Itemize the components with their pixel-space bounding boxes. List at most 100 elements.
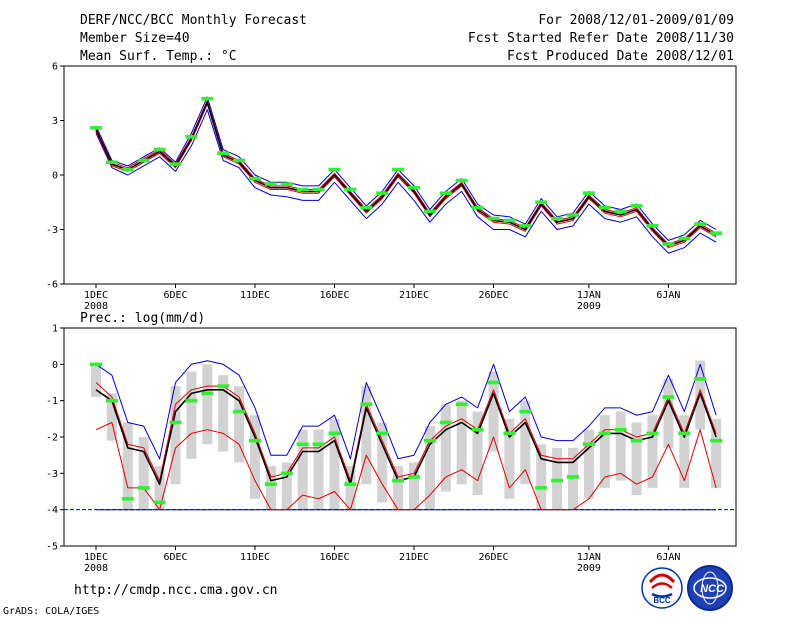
observation-marker: [360, 402, 373, 407]
x-tick-label: 6DEC: [163, 290, 187, 301]
observation-marker: [455, 402, 468, 407]
observation-marker: [153, 147, 166, 152]
observation-marker: [614, 427, 627, 432]
series-line-lower-red: [95, 103, 717, 249]
observation-marker: [376, 191, 389, 195]
x-tick-label: 26DEC: [478, 290, 508, 301]
temperature-variable-label: Mean Surf. Temp.: °C: [80, 49, 237, 64]
ensemble-range-bar: [647, 415, 658, 488]
observation-marker: [312, 442, 325, 447]
source-url[interactable]: http://cmdp.ncc.cma.gov.cn: [74, 583, 278, 598]
observation-marker: [535, 486, 548, 490]
ensemble-range-bar: [91, 364, 101, 398]
ensemble-range-bar: [345, 466, 356, 510]
observation-marker: [408, 475, 420, 479]
series-line-lower-blue: [95, 109, 717, 254]
ensemble-range-bar: [170, 386, 181, 485]
ensemble-range-bar: [631, 422, 642, 496]
observation-marker: [296, 187, 309, 192]
observation-marker: [328, 431, 341, 436]
observation-marker: [153, 500, 166, 505]
ensemble-range-bar: [472, 411, 483, 496]
ncc-logo: NCC: [687, 565, 733, 611]
observation-marker: [344, 187, 357, 192]
observation-marker: [519, 409, 532, 414]
observation-marker: [487, 216, 500, 221]
y-tick-label: 1: [52, 324, 58, 335]
observation-marker: [487, 380, 500, 385]
ensemble-range-bar: [122, 422, 133, 510]
ensemble-range-bar: [456, 400, 467, 485]
observation-marker: [582, 191, 595, 195]
observation-marker: [471, 427, 484, 432]
observation-marker: [376, 431, 389, 436]
ensemble-range-bar: [234, 386, 245, 463]
ensemble-range-bar: [711, 418, 722, 488]
observation-marker: [567, 213, 579, 217]
ensemble-range-bar: [202, 364, 213, 445]
observation-marker: [519, 224, 532, 228]
observation-marker: [598, 205, 611, 210]
observation-marker: [264, 482, 277, 487]
observation-marker: [201, 96, 214, 101]
ensemble-range-bar: [106, 393, 117, 441]
observation-marker: [535, 200, 548, 205]
ensemble-range-bar: [583, 429, 594, 499]
series-line-upper-red: [95, 100, 717, 245]
observation-marker: [296, 442, 309, 447]
observation-marker: [312, 187, 325, 192]
x-tick-label: 1JAN: [577, 552, 601, 563]
observation-marker: [105, 398, 118, 403]
ensemble-range-bar: [520, 400, 531, 485]
x-tick-label: 6JAN: [656, 290, 680, 301]
observation-marker: [249, 438, 261, 443]
observation-marker: [392, 478, 405, 483]
observation-marker: [185, 398, 198, 403]
observation-marker: [503, 431, 516, 436]
ensemble-range-bar: [329, 418, 340, 510]
x-tick-label: 26DEC: [478, 552, 508, 563]
series-line-lower-red: [95, 422, 717, 511]
ensemble-range-bar: [281, 462, 292, 510]
observation-marker: [360, 205, 373, 210]
observation-marker: [646, 431, 659, 436]
observation-marker: [694, 377, 707, 381]
observation-marker: [280, 471, 293, 476]
x-tick-year-label: 2008: [84, 563, 108, 574]
y-tick-label: -4: [46, 505, 58, 516]
ensemble-range-bar: [218, 375, 229, 452]
observation-marker: [169, 162, 182, 166]
series-line-ensemble-mean: [95, 388, 717, 486]
observation-marker: [121, 167, 134, 172]
x-tick-label: 11DEC: [240, 552, 270, 563]
ensemble-range-bar: [361, 386, 372, 485]
y-tick-label: 3: [52, 116, 58, 127]
observation-marker: [551, 216, 564, 221]
ensemble-range-bar: [568, 447, 578, 510]
observation-marker: [137, 158, 150, 163]
series-line-upper-blue: [95, 96, 717, 241]
bcc-logo: BCC: [641, 567, 683, 609]
observation-marker: [90, 362, 102, 367]
member-size-label: Member Size=40: [80, 31, 190, 46]
observation-marker: [503, 218, 516, 223]
x-tick-label: 6JAN: [656, 552, 680, 563]
ncc-logo-text: NCC: [700, 583, 725, 595]
series-line-upper-red: [95, 382, 717, 482]
observation-marker: [630, 438, 643, 443]
ensemble-range-bar: [250, 415, 260, 499]
observation-marker: [217, 384, 230, 388]
x-tick-label: 1DEC: [84, 290, 108, 301]
y-tick-label: 0: [52, 360, 58, 371]
forecast-period-label: For 2008/12/01-2009/01/09: [538, 13, 734, 28]
observation-marker: [694, 222, 707, 226]
observation-marker: [90, 125, 102, 130]
forecast-started-label: Fcst Started Refer Date 2008/11/30: [468, 31, 734, 46]
observation-marker: [455, 178, 468, 183]
ensemble-range-bar: [552, 447, 563, 510]
ensemble-range-bar: [615, 411, 626, 481]
ensemble-range-bar: [313, 429, 324, 510]
